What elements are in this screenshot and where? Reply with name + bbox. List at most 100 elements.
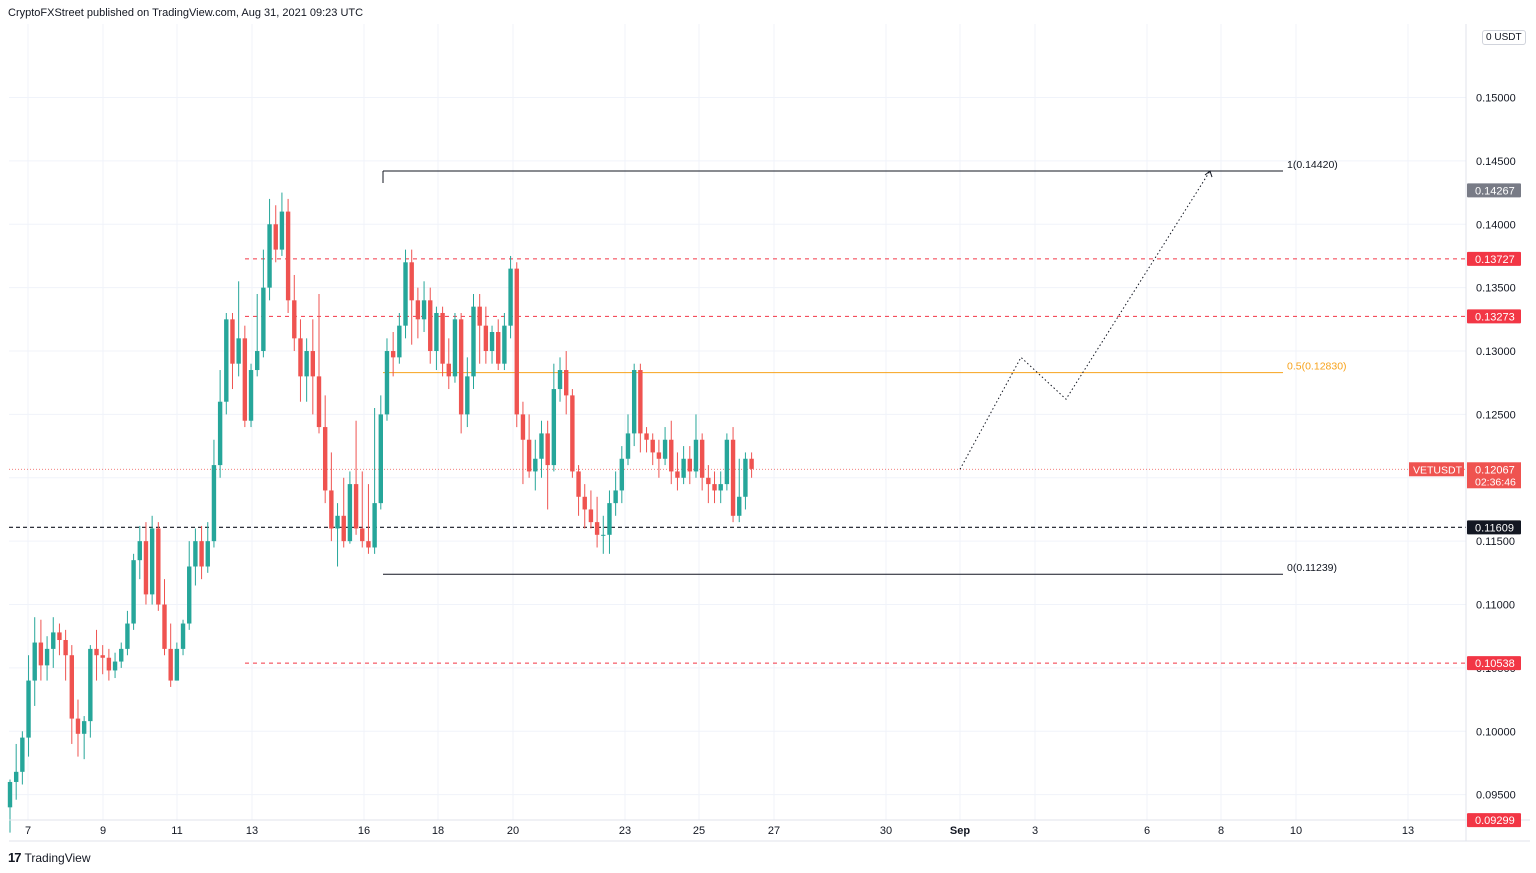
time-tick: 13 xyxy=(1402,825,1414,837)
candle xyxy=(465,357,470,428)
candle xyxy=(149,515,155,605)
candle xyxy=(69,645,74,744)
candle xyxy=(687,446,692,485)
time-tick: 7 xyxy=(25,825,31,837)
candle-body xyxy=(119,648,124,662)
candle-body xyxy=(143,541,149,595)
candle-body xyxy=(743,458,748,497)
currency-unit-badge[interactable]: 0 USDT xyxy=(1482,30,1526,45)
candle-body xyxy=(737,496,742,516)
price-tick: 0.13000 xyxy=(1476,346,1516,358)
candle-body xyxy=(526,439,532,472)
candle xyxy=(267,198,272,301)
candle xyxy=(38,619,44,681)
candle-body xyxy=(390,351,396,358)
price-tick: 0.15000 xyxy=(1476,93,1516,105)
candle-body xyxy=(255,351,260,371)
candle xyxy=(304,338,309,402)
candle xyxy=(137,525,142,580)
axis-borders xyxy=(9,24,1530,842)
candle xyxy=(112,652,118,679)
time-tick: 8 xyxy=(1218,825,1224,837)
candle-body xyxy=(452,319,458,377)
candle xyxy=(248,363,254,428)
candle xyxy=(607,490,612,554)
candle-body xyxy=(588,509,594,523)
candle-body xyxy=(669,439,674,472)
candle-body xyxy=(279,211,285,250)
candle xyxy=(292,274,297,352)
candle-body xyxy=(514,268,519,415)
candle xyxy=(224,312,229,415)
price-label-text: 0.09299 xyxy=(1475,815,1515,827)
candle-body xyxy=(718,484,723,491)
candle xyxy=(496,319,501,371)
candle-body xyxy=(20,737,25,772)
candle xyxy=(106,648,112,681)
candle xyxy=(310,319,316,415)
tradingview-footer[interactable]: 17 TradingView xyxy=(8,850,91,865)
candle-body xyxy=(483,325,489,352)
candle-body xyxy=(458,319,464,415)
candle xyxy=(217,370,223,478)
candle xyxy=(347,471,353,544)
candle-body xyxy=(440,312,445,364)
candle xyxy=(638,363,643,453)
candle-body xyxy=(446,363,451,377)
candle xyxy=(94,629,99,681)
candle xyxy=(502,312,507,371)
candle-body xyxy=(625,433,631,459)
candle xyxy=(650,433,655,466)
candle xyxy=(397,312,402,364)
time-tick: 27 xyxy=(768,825,780,837)
candle xyxy=(489,325,495,364)
candle xyxy=(458,312,464,434)
candle xyxy=(409,249,414,345)
candle xyxy=(26,655,31,757)
candle xyxy=(669,420,674,485)
candle xyxy=(236,281,241,377)
candle xyxy=(193,528,198,586)
candle-body xyxy=(125,623,130,649)
candle-body xyxy=(69,655,74,719)
time-tick: 11 xyxy=(171,825,182,837)
candle xyxy=(88,645,93,738)
candle xyxy=(125,610,130,656)
level-lines: 1(0.14420) 0.5(0.12830) 0(0.11239) xyxy=(9,159,1466,664)
candle-body xyxy=(397,325,402,358)
candle xyxy=(63,629,68,681)
candle-body xyxy=(353,484,359,529)
candle-body xyxy=(539,433,544,459)
candle-body xyxy=(347,484,353,542)
grid-lines xyxy=(9,24,1466,820)
candle xyxy=(613,471,618,516)
time-tick: 10 xyxy=(1290,825,1302,837)
tradingview-brand: TradingView xyxy=(24,850,91,865)
candles xyxy=(7,192,754,833)
candle-body xyxy=(594,522,600,535)
candle xyxy=(706,465,711,504)
candle-body xyxy=(471,306,476,377)
candle xyxy=(174,642,180,681)
candle xyxy=(335,503,340,567)
candle-body xyxy=(662,439,668,459)
candle-body xyxy=(242,338,248,421)
candle-body xyxy=(94,648,99,656)
candle xyxy=(508,255,513,339)
candle xyxy=(353,420,359,535)
current-price-bg xyxy=(1467,462,1521,489)
candle-body xyxy=(403,262,408,326)
candle-body xyxy=(205,541,210,567)
candle xyxy=(131,553,136,630)
time-axis-ticks: 7 9 11 13 16 18 20 23 25 27 30 Sep 3 6 8 10 13 xyxy=(25,825,1414,837)
candle xyxy=(718,471,723,504)
candle-body xyxy=(149,528,155,595)
candle xyxy=(557,357,563,402)
candle-body xyxy=(230,319,235,364)
price-tick: 0.13500 xyxy=(1476,283,1516,295)
candle xyxy=(693,414,699,478)
candle-body xyxy=(564,370,569,396)
candle xyxy=(261,249,266,358)
candle xyxy=(384,338,390,421)
